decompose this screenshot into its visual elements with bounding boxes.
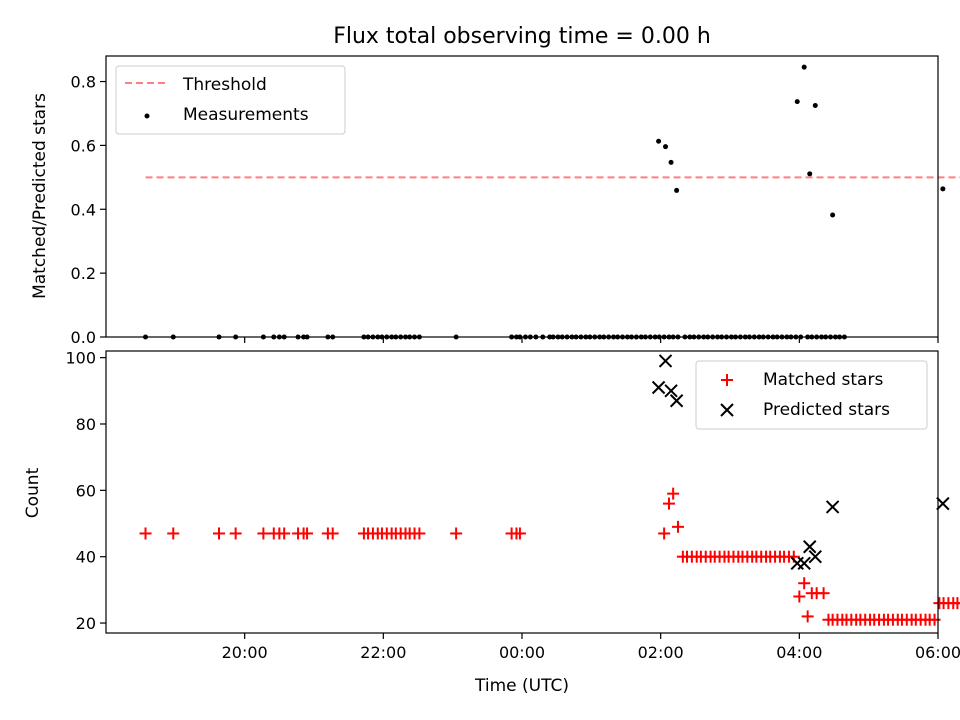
count-x-tick-label: 06:00 <box>915 643 960 662</box>
predicted-stars-point-b <box>664 384 678 398</box>
matched-legend-label: Matched stars <box>763 370 883 390</box>
matched-stars-point <box>278 527 291 540</box>
matched-stars-point <box>139 527 152 540</box>
ratio-y-tick-label: 0.6 <box>71 136 96 155</box>
measurement-point <box>663 144 669 150</box>
count-y-tick-label: 80 <box>76 415 96 434</box>
measurement-point <box>812 102 818 108</box>
predicted-stars-point-b <box>669 394 684 408</box>
count-legend: Matched stars Predicted stars <box>695 360 928 430</box>
matched-stars-point <box>798 577 811 590</box>
predicted-stars-point <box>664 384 678 398</box>
count-x-tick-label: 00:00 <box>499 643 545 662</box>
ratio-legend: Threshold Measurements <box>115 65 346 135</box>
count-legend-box <box>695 360 928 430</box>
predicted-legend-swatch <box>720 403 734 417</box>
ratio-legend-box <box>115 65 346 135</box>
count-y-tick-label: 40 <box>76 548 96 567</box>
predicted-legend-label: Predicted stars <box>763 400 890 420</box>
matched-stars-point <box>801 610 814 623</box>
ratio-y-tick-label: 0.0 <box>71 328 96 347</box>
ratio-y-tick-label: 0.2 <box>71 264 96 283</box>
count-x-tick-label: 20:00 <box>222 643 268 662</box>
measurement-point <box>674 187 680 193</box>
predicted-stars-point-b <box>825 500 840 514</box>
matched-stars-point <box>326 527 339 540</box>
measurement-point <box>807 171 813 177</box>
ratio-y-axis: 0.0 0.2 0.4 0.6 0.8 <box>71 73 106 347</box>
count-x-tick-label: 02:00 <box>638 643 684 662</box>
count-y-axis: 20 40 60 80 100 <box>65 349 106 633</box>
matched-stars-point <box>667 487 680 500</box>
threshold-legend-label: Threshold <box>182 75 267 95</box>
count-y-axis-label: Count <box>23 467 43 518</box>
count-x-tick-label: 22:00 <box>360 643 406 662</box>
predicted-stars-point <box>803 540 817 554</box>
ratio-y-axis-label: Matched/Predicted stars <box>30 93 50 299</box>
matched-stars-point <box>450 527 463 540</box>
matched-stars-point <box>662 497 675 510</box>
matched-legend-swatch <box>721 374 733 386</box>
measurement-point <box>830 212 836 218</box>
predicted-stars-point <box>825 500 840 514</box>
measurement-point <box>668 159 674 165</box>
matched-stars-point <box>257 527 270 540</box>
matched-stars-point <box>793 590 806 603</box>
matched-stars-point <box>956 602 960 605</box>
matched-stars-point <box>301 527 314 540</box>
predicted-stars-point-b <box>658 354 673 368</box>
predicted-stars-point <box>651 380 666 395</box>
matched-stars-point <box>817 587 830 600</box>
matched-stars-point <box>167 527 180 540</box>
matched-stars-point <box>672 520 684 533</box>
measurement-point <box>801 64 807 70</box>
count-y-tick-label: 100 <box>65 349 96 368</box>
matched-stars-point <box>513 527 526 540</box>
predicted-stars-point-b <box>936 496 950 511</box>
count-marks <box>139 354 960 626</box>
ratio-x-ticks <box>244 337 939 343</box>
predicted-stars-point-b <box>808 549 822 564</box>
count-y-tick-label: 20 <box>76 614 96 633</box>
predicted-stars-point <box>808 549 822 564</box>
predicted-stars-point <box>658 354 673 368</box>
predicted-stars-point <box>936 496 950 511</box>
predicted-stars-point-b <box>797 556 811 571</box>
count-panel: 20 40 60 80 100 20:00 22:00 00:00 02:00 04:00 06:… <box>23 349 960 696</box>
matched-stars-point <box>413 527 426 540</box>
matched-stars-point <box>658 527 671 540</box>
predicted-stars-point <box>669 394 684 408</box>
count-y-tick-label: 60 <box>76 481 96 500</box>
ratio-y-tick-label: 0.4 <box>71 200 96 219</box>
measurement-point <box>940 186 946 192</box>
measurements-legend-label: Measurements <box>183 105 309 125</box>
ratio-y-tick-label: 0.8 <box>71 73 96 92</box>
matched-stars-point <box>229 527 242 540</box>
predicted-stars-point <box>797 556 811 571</box>
measurement-point <box>794 99 800 105</box>
ratio-panel: 0.00.20.40.60.8 Matched/Predicted stars … <box>30 55 960 347</box>
matched-stars-point <box>213 527 226 540</box>
chart-title: Flux total observing time = 0.00 h <box>333 24 711 49</box>
measurement-point <box>656 138 662 144</box>
measurements-legend-swatch <box>144 113 150 119</box>
predicted-stars-point-b <box>651 380 666 395</box>
count-x-tick-label: 04:00 <box>776 643 822 662</box>
count-x-axis-label: Time (UTC) <box>474 676 569 696</box>
predicted-stars-point-b <box>803 540 817 554</box>
count-x-axis: 20:00 22:00 00:00 02:00 04:00 06:00 <box>222 633 960 662</box>
